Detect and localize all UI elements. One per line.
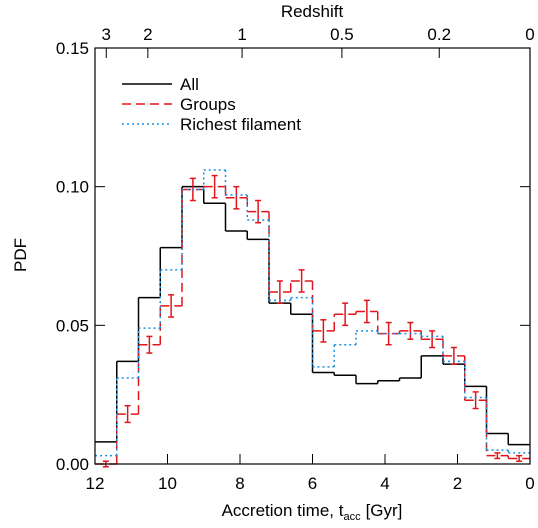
legend-label: Richest filament xyxy=(180,115,301,134)
error-bar xyxy=(320,319,327,343)
error-bar xyxy=(472,391,479,410)
y-axis-label: PDF xyxy=(11,238,30,272)
x-axis-label: Accretion time, tacc [Gyr] xyxy=(222,501,403,523)
top-axis-label: Redshift xyxy=(281,2,344,21)
error-bar xyxy=(146,335,153,354)
top-tick-label: 3 xyxy=(102,25,111,44)
plot-frame xyxy=(94,47,531,465)
error-bar xyxy=(255,199,262,224)
y-tick-label: 0.05 xyxy=(56,316,89,335)
x-tick-label: 0 xyxy=(525,474,534,493)
error-bar xyxy=(276,280,283,304)
error-bar xyxy=(233,185,240,210)
y-tick-label: 0.15 xyxy=(56,39,89,58)
error-bar xyxy=(429,330,436,349)
x-tick-label: 10 xyxy=(158,474,177,493)
x-label-unit: [Gyr] xyxy=(366,501,403,520)
y-tick-label: 0.10 xyxy=(56,178,89,197)
top-tick-label: 0.5 xyxy=(330,25,354,44)
top-tick-label: 1 xyxy=(237,25,246,44)
top-tick-label: 0 xyxy=(525,25,534,44)
x-tick-label: 2 xyxy=(453,474,462,493)
error-bar xyxy=(407,321,414,340)
legend-label: Groups xyxy=(180,95,236,114)
x-label-sub: acc xyxy=(343,511,361,523)
x-tick-label: 12 xyxy=(86,474,105,493)
error-bar xyxy=(363,299,370,324)
error-bar xyxy=(168,294,175,318)
error-bar xyxy=(211,174,218,199)
error-bar xyxy=(298,269,305,293)
top-tick-label: 0.2 xyxy=(427,25,451,44)
legend-label: All xyxy=(180,75,199,94)
x-label-main: Accretion time, t xyxy=(222,501,344,520)
x-tick-label: 8 xyxy=(235,474,244,493)
x-tick-label: 6 xyxy=(308,474,317,493)
y-tick-label: 0.00 xyxy=(56,455,89,474)
error-bar xyxy=(342,302,349,327)
x-tick-label: 4 xyxy=(380,474,389,493)
top-tick-label: 2 xyxy=(143,25,152,44)
error-bar xyxy=(516,454,523,462)
error-bar xyxy=(494,452,501,460)
error-bar xyxy=(124,405,131,424)
